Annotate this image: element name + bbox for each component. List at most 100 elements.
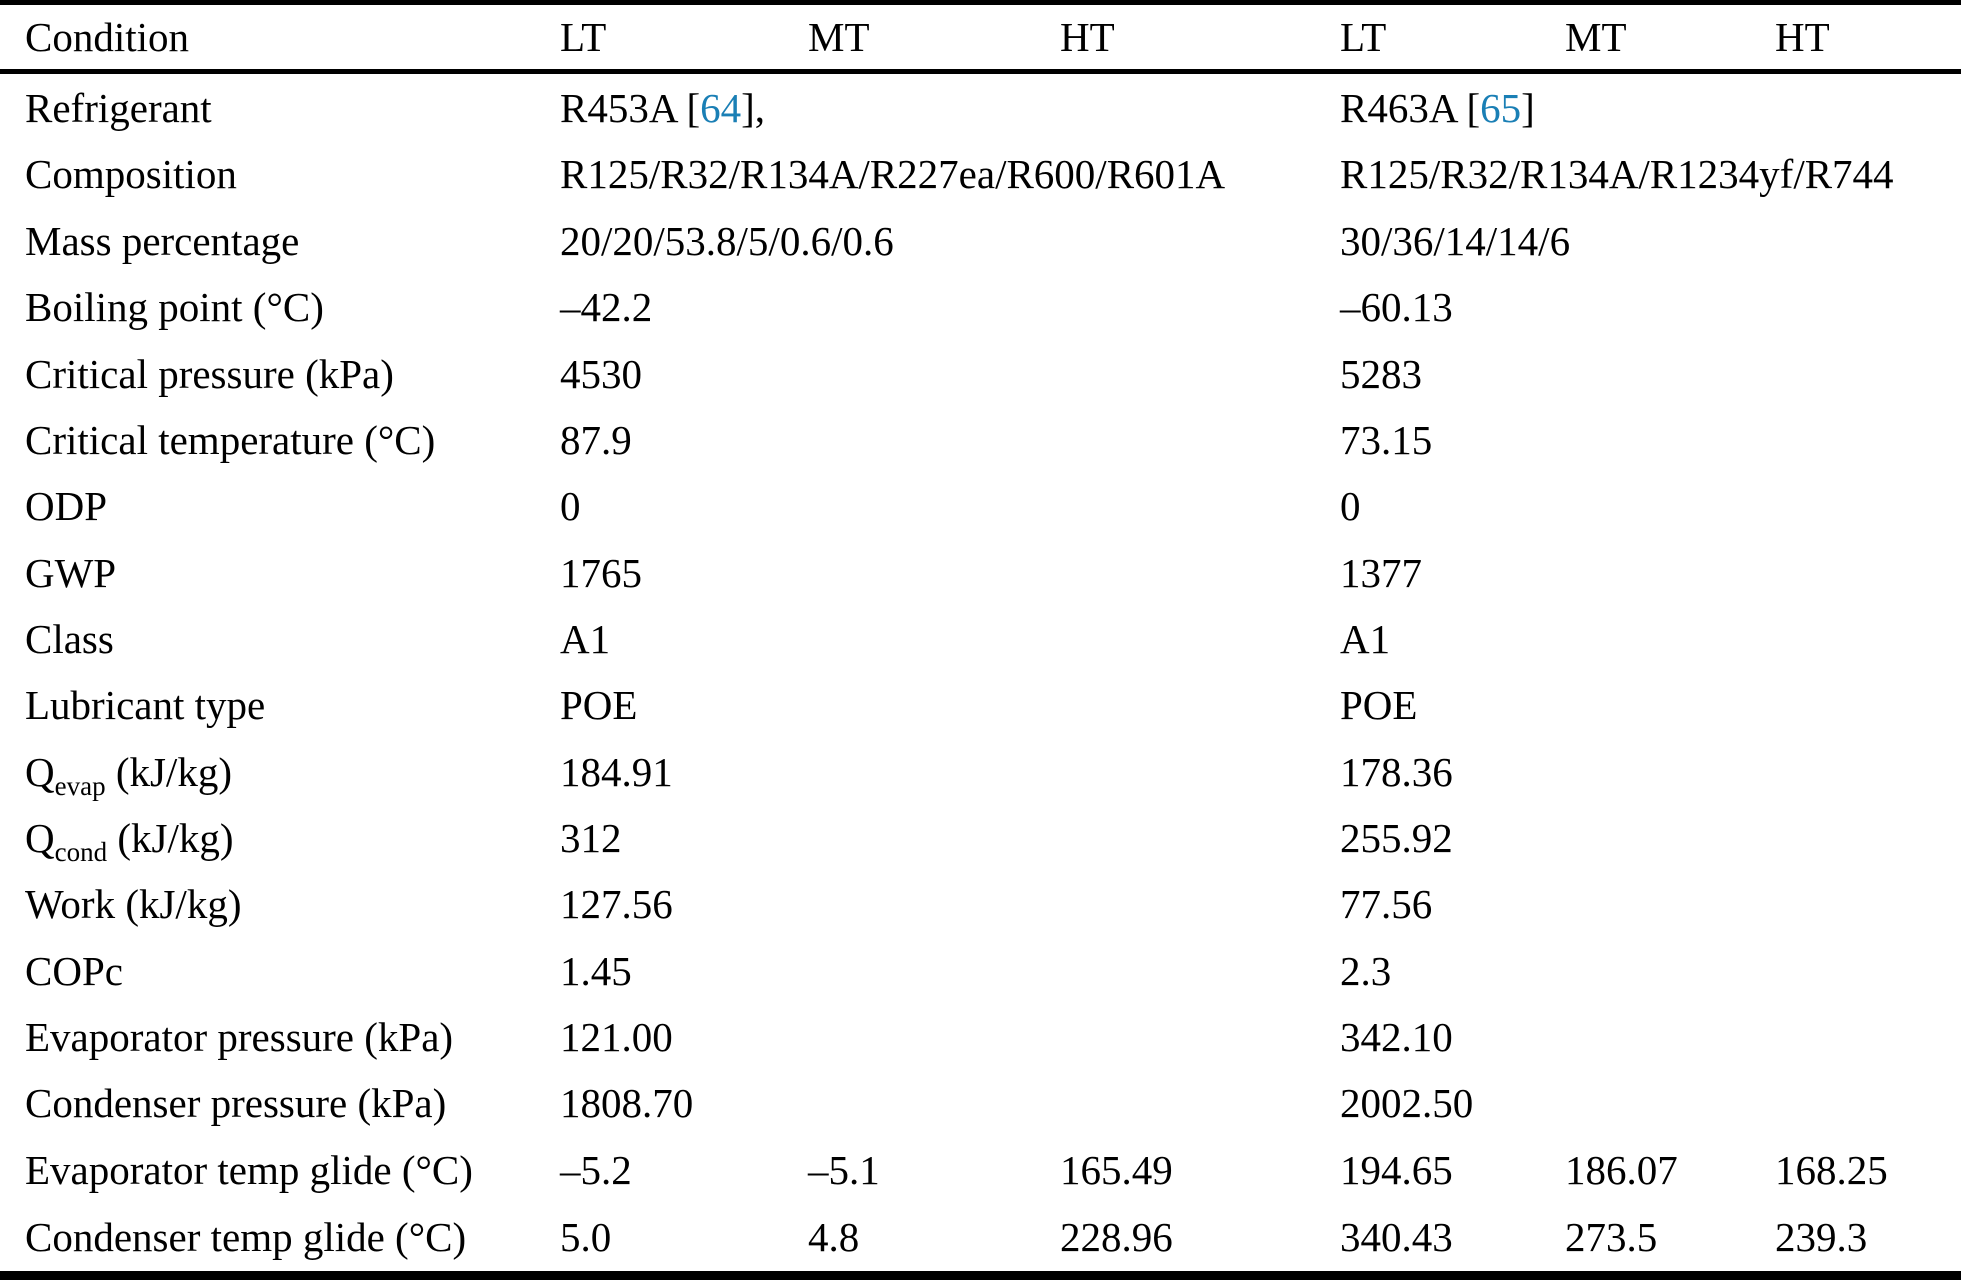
row-label-text: Condenser temp glide (°C) <box>25 1213 467 1260</box>
row-label: Critical pressure (kPa) <box>0 340 560 406</box>
table-cell: –5.1 <box>808 1146 880 1193</box>
table-cell: 2.3 <box>1340 947 1392 994</box>
row-label-subscript: cond <box>54 837 108 868</box>
table-row: Qcond (kJ/kg) 312 255.92 <box>0 805 1961 871</box>
table-cell: 194.65 <box>1340 1146 1453 1193</box>
table-body: Refrigerant R453A [64], R463A [65] Composit… <box>0 72 1961 1276</box>
table-cell: 121.00 <box>560 1013 673 1060</box>
row-label: ODP <box>0 473 560 539</box>
cell-text: R463A [ <box>1340 84 1481 131</box>
table-row: Boiling point (°C) –42.2 –60.13 <box>0 274 1961 340</box>
table-cell: 1.45 <box>560 947 632 994</box>
table-cell: 0 <box>1340 483 1361 530</box>
table-cell: 273.5 <box>1565 1213 1658 1260</box>
row-label: Boiling point (°C) <box>0 274 560 340</box>
row-label-text: Q <box>25 748 55 795</box>
column-header: MT <box>1565 2 1775 74</box>
table-cell: 77.56 <box>1340 881 1433 928</box>
table-cell: 1765 <box>560 549 642 596</box>
table-cell: 73.15 <box>1340 416 1433 463</box>
table-cell: –60.13 <box>1340 284 1453 331</box>
table-cell: –42.2 <box>560 284 653 331</box>
table-cell: 312 <box>560 814 622 861</box>
table-row: ODP 0 0 <box>0 473 1961 539</box>
table-row: Condenser pressure (kPa) 1808.70 2002.50 <box>0 1070 1961 1136</box>
row-label: GWP <box>0 539 560 605</box>
column-header: HT <box>1060 2 1340 74</box>
citation-link[interactable]: 64 <box>700 84 742 131</box>
table-cell: POE <box>560 682 638 729</box>
row-label: Lubricant type <box>0 672 560 738</box>
row-label: Refrigerant <box>0 72 560 142</box>
table-row: Class A1 A1 <box>0 606 1961 672</box>
table-cell: 1377 <box>1340 549 1422 596</box>
table-row: Qevap (kJ/kg) 184.91 178.36 <box>0 738 1961 804</box>
table-cell: A1 <box>1340 615 1391 662</box>
row-label: Qcond (kJ/kg) <box>0 805 560 871</box>
table-cell: 4.8 <box>808 1213 860 1260</box>
row-label-text: Critical pressure (kPa) <box>25 350 394 397</box>
table-cell: R125/R32/R134A/R227ea/R600/R601A <box>560 151 1226 198</box>
table-cell: 127.56 <box>560 881 673 928</box>
table-cell: 186.07 <box>1565 1146 1678 1193</box>
column-header-condition: Condition <box>0 2 560 74</box>
table-row: Condenser temp glide (°C) 5.0 4.8 228.96 340… <box>0 1203 1961 1276</box>
table-cell: 5283 <box>1340 350 1422 397</box>
row-label: Composition <box>0 141 560 207</box>
row-label: Work (kJ/kg) <box>0 871 560 937</box>
table-cell: A1 <box>560 615 611 662</box>
row-label-text: Q <box>25 814 55 861</box>
row-label: Condenser temp glide (°C) <box>0 1203 560 1276</box>
table-cell: 255.92 <box>1340 814 1453 861</box>
table-row: Composition R125/R32/R134A/R227ea/R600/R6… <box>0 141 1961 207</box>
row-label: Qevap (kJ/kg) <box>0 738 560 804</box>
table-cell: 239.3 <box>1775 1213 1868 1260</box>
table-row: Lubricant type POE POE <box>0 672 1961 738</box>
table-cell: R463A [65] <box>1340 72 1961 142</box>
row-label-text: Refrigerant <box>25 84 212 131</box>
row-label-subscript: evap <box>54 770 106 801</box>
table-header: Condition LT MT HT LT MT HT <box>0 2 1961 74</box>
table-cell: 184.91 <box>560 748 673 795</box>
table-row: COPc 1.45 2.3 <box>0 937 1961 1003</box>
row-label-text: Class <box>25 615 114 662</box>
table-cell: 30/36/14/14/6 <box>1340 217 1571 264</box>
row-label-text: Condenser pressure (kPa) <box>25 1080 447 1127</box>
table-header-row: Condition LT MT HT LT MT HT <box>0 2 1961 74</box>
citation-link[interactable]: 65 <box>1480 84 1522 131</box>
column-header: LT <box>1340 2 1565 74</box>
column-header: LT <box>560 2 808 74</box>
row-label: COPc <box>0 937 560 1003</box>
table-row: Refrigerant R453A [64], R463A [65] <box>0 72 1961 142</box>
row-label-text: Work (kJ/kg) <box>25 881 242 928</box>
table-row: Evaporator pressure (kPa) 121.00 342.10 <box>0 1004 1961 1070</box>
table-cell: 1808.70 <box>560 1080 694 1127</box>
table-cell: 165.49 <box>1060 1146 1173 1193</box>
row-label-text: GWP <box>25 549 117 596</box>
table-cell: 168.25 <box>1775 1146 1888 1193</box>
row-label-text: Evaporator pressure (kPa) <box>25 1013 454 1060</box>
column-header: MT <box>808 2 1060 74</box>
table-cell: R453A [64], <box>560 72 1340 142</box>
cell-text: R453A [ <box>560 84 701 131</box>
table-cell: POE <box>1340 682 1418 729</box>
table-cell: 20/20/53.8/5/0.6/0.6 <box>560 217 894 264</box>
table-cell: 87.9 <box>560 416 632 463</box>
table-cell: 228.96 <box>1060 1213 1173 1260</box>
row-label: Evaporator pressure (kPa) <box>0 1004 560 1070</box>
table-cell: –5.2 <box>560 1146 632 1193</box>
table-cell: 342.10 <box>1340 1013 1453 1060</box>
cell-text: ], <box>741 84 766 131</box>
row-label: Class <box>0 606 560 672</box>
row-label-unit: (kJ/kg) <box>107 814 234 861</box>
table-row: Evaporator temp glide (°C) –5.2 –5.1 165.49… <box>0 1136 1961 1202</box>
row-label-text: Evaporator temp glide (°C) <box>25 1146 473 1193</box>
column-header: HT <box>1775 2 1961 74</box>
row-label-text: COPc <box>25 947 123 994</box>
table-row: Critical pressure (kPa) 4530 5283 <box>0 340 1961 406</box>
table-row: Critical temperature (°C) 87.9 73.15 <box>0 407 1961 473</box>
table-cell: 0 <box>560 483 581 530</box>
table-row: Mass percentage 20/20/53.8/5/0.6/0.6 30/36… <box>0 208 1961 274</box>
table-cell: 340.43 <box>1340 1213 1453 1260</box>
